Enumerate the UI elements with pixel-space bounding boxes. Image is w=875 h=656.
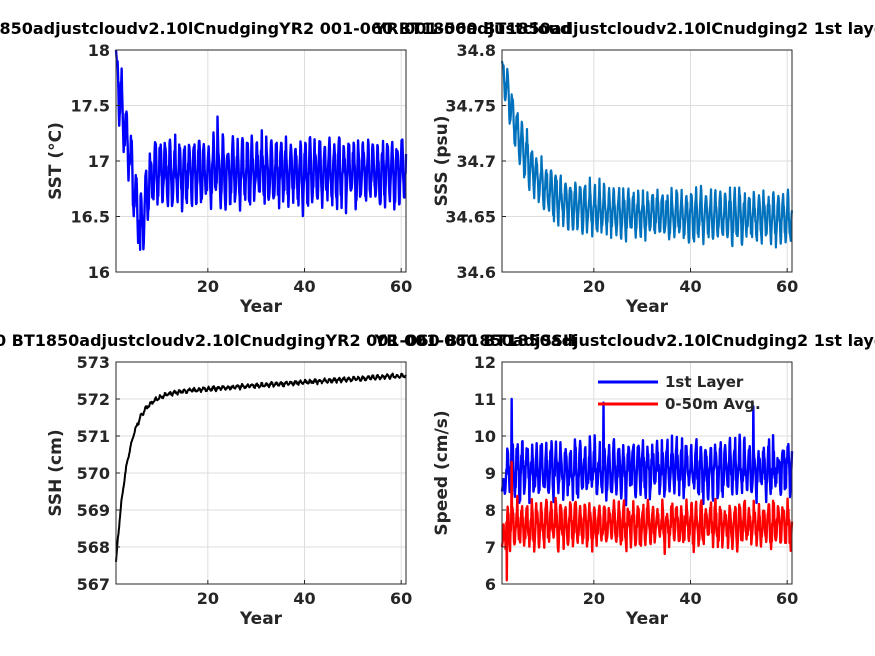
speed-ytick-label: 9 (485, 464, 496, 483)
speed-legend: 1st Layer 0-50m Avg. (598, 373, 761, 413)
sss-title: YR 001-060 BT1850adjustcloudv2.10lCnudgi… (374, 19, 875, 38)
sst-series-line-0 (114, 49, 408, 251)
ssh-xtick-label: 40 (293, 589, 315, 608)
sss-panel: 20 40 60 34.6 34.65 34.7 34.75 34.8 Year SSS (psu… (374, 19, 875, 317)
sss-xtick-label: 60 (776, 277, 798, 296)
speed-ytick-label: 10 (474, 427, 496, 446)
sst-xtick-label: 60 (390, 277, 412, 296)
sst-xtick-label: 40 (293, 277, 315, 296)
sss-ytick-label: 34.7 (457, 152, 496, 171)
speed-panel: 20 40 60 6 7 8 9 10 11 12 Year Speed (cm/s) YR 001-0… (374, 331, 875, 629)
sss-xtick-label: 40 (679, 277, 701, 296)
speed-ytick-label: 8 (485, 501, 496, 520)
speed-ytick-label: 11 (474, 390, 496, 409)
speed-series-line-1 (500, 460, 794, 582)
sst-ytick-label: 18 (88, 41, 110, 60)
ssh-xtick-label: 20 (197, 589, 219, 608)
sss-ytick-label: 34.6 (457, 263, 496, 282)
sst-ytick-label: 16.5 (71, 208, 110, 227)
sss-ytick-label: 34.65 (445, 208, 496, 227)
ssh-ytick-label: 569 (77, 501, 110, 520)
ssh-title: 01-060 BT1850adjustcloudv2.10lCnudgingYR… (0, 331, 576, 350)
ssh-panel: 20 40 60 567 568 569 570 571 572 573 Year SSH (cm) 0… (0, 331, 576, 629)
sst-panel: 20 40 60 16 16.5 17 17.5 18 Year SST (°C) 0 BT1850… (0, 19, 571, 317)
speed-ytick-label: 6 (485, 575, 496, 594)
sss-xlabel: Year (625, 297, 669, 317)
ssh-ytick-label: 570 (77, 464, 110, 483)
ssh-xtick-label: 60 (390, 589, 412, 608)
speed-legend-label-0: 1st Layer (665, 373, 744, 391)
speed-title: YR 001-060 BT1850adjustcloudv2.10lCnudgi… (374, 331, 875, 350)
ssh-ytick-label: 573 (77, 353, 110, 372)
sst-title: 0 BT1850adjustcloudv2.10lCnudgingYR2 001… (0, 19, 571, 38)
ssh-ytick-label: 568 (77, 538, 110, 557)
sst-ytick-label: 16 (88, 263, 110, 282)
sst-ylabel: SST (°C) (46, 122, 66, 200)
sst-xtick-label: 20 (197, 277, 219, 296)
sst-ytick-label: 17 (88, 152, 110, 171)
speed-ytick-label: 7 (485, 538, 496, 557)
sst-ytick-label: 17.5 (71, 97, 110, 116)
ssh-ylabel: SSH (cm) (46, 429, 66, 516)
speed-ylabel: Speed (cm/s) (432, 410, 452, 535)
sss-ytick-label: 34.8 (457, 41, 496, 60)
speed-legend-label-1: 0-50m Avg. (665, 395, 761, 413)
speed-xtick-label: 60 (776, 589, 798, 608)
ssh-xlabel: Year (239, 609, 283, 629)
sss-ylabel: SSS (psu) (432, 115, 452, 206)
speed-series-line-0 (500, 397, 794, 507)
sss-ytick-label: 34.75 (445, 97, 496, 116)
speed-xtick-label: 20 (583, 589, 605, 608)
ssh-ytick-label: 571 (77, 427, 110, 446)
speed-xlabel: Year (625, 609, 669, 629)
sss-series-line-0 (500, 60, 794, 249)
ssh-ytick-label: 567 (77, 575, 110, 594)
sss-xtick-label: 20 (583, 277, 605, 296)
speed-ytick-label: 12 (474, 353, 496, 372)
ssh-series-line-0 (115, 372, 407, 562)
speed-xtick-label: 40 (679, 589, 701, 608)
ssh-ytick-label: 572 (77, 390, 110, 409)
sst-xlabel: Year (239, 297, 283, 317)
